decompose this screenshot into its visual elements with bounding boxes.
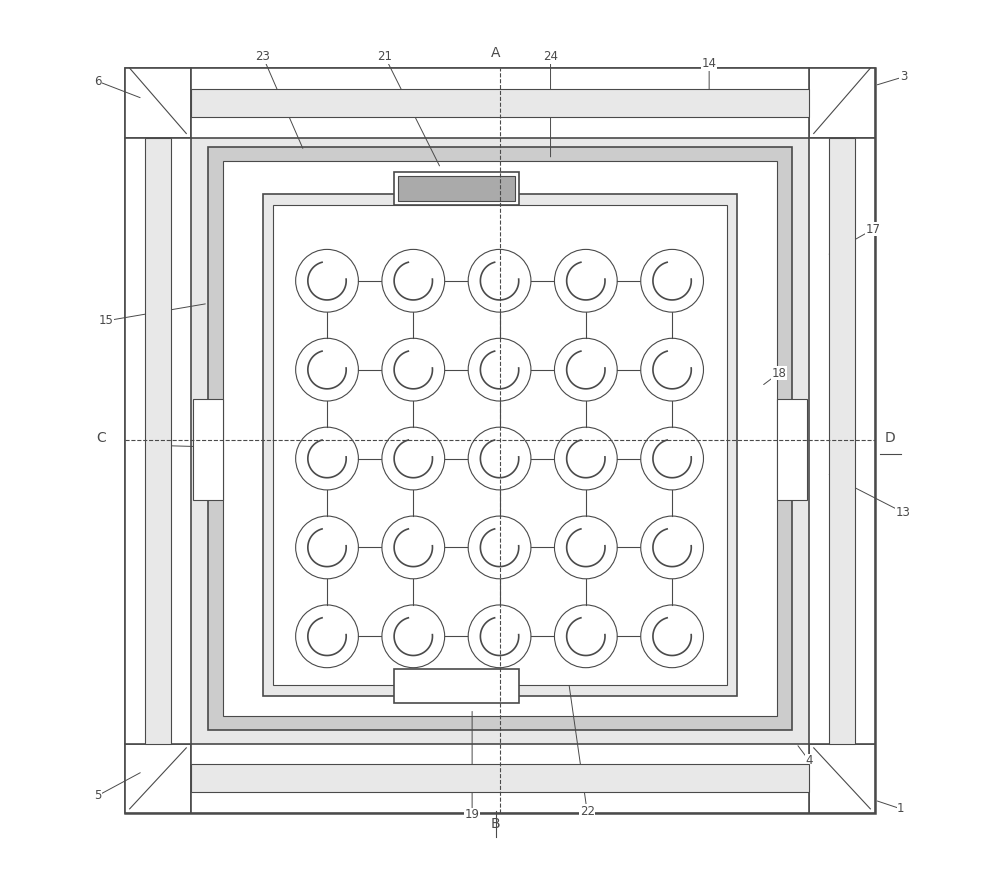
Bar <box>777 399 807 500</box>
Text: 23: 23 <box>256 50 270 63</box>
Bar <box>829 138 855 744</box>
Text: C: C <box>96 431 106 446</box>
Bar <box>394 172 519 205</box>
Bar <box>145 138 171 744</box>
Bar <box>191 744 809 813</box>
Bar <box>809 138 875 744</box>
Bar <box>263 195 737 695</box>
Bar <box>398 176 515 201</box>
Circle shape <box>382 339 445 401</box>
Circle shape <box>296 605 358 667</box>
Text: 3: 3 <box>900 70 907 83</box>
Circle shape <box>554 427 617 490</box>
Circle shape <box>468 516 531 579</box>
Text: 24: 24 <box>543 50 558 63</box>
Text: 18: 18 <box>771 367 786 380</box>
Circle shape <box>468 339 531 401</box>
Text: 22: 22 <box>580 805 595 818</box>
Bar <box>125 138 191 744</box>
Circle shape <box>296 516 358 579</box>
Bar <box>125 68 191 138</box>
Circle shape <box>468 249 531 312</box>
Text: 1: 1 <box>897 802 905 816</box>
Text: B: B <box>491 816 500 831</box>
Circle shape <box>641 339 703 401</box>
Text: 13: 13 <box>896 506 911 519</box>
Bar <box>394 669 519 702</box>
Text: 20: 20 <box>151 439 166 452</box>
Circle shape <box>296 427 358 490</box>
Text: 15: 15 <box>99 314 114 327</box>
Circle shape <box>554 249 617 312</box>
Text: 14: 14 <box>702 57 717 70</box>
Bar <box>125 68 875 813</box>
Bar <box>208 146 792 731</box>
Circle shape <box>554 605 617 667</box>
Text: 4: 4 <box>806 754 813 767</box>
Bar <box>223 161 777 716</box>
Circle shape <box>641 516 703 579</box>
Text: A: A <box>491 46 500 61</box>
Bar <box>191 89 809 117</box>
Text: 6: 6 <box>94 75 101 88</box>
Circle shape <box>468 605 531 667</box>
Circle shape <box>296 249 358 312</box>
Bar <box>191 765 809 792</box>
Circle shape <box>382 427 445 490</box>
Circle shape <box>641 249 703 312</box>
Circle shape <box>641 605 703 667</box>
Circle shape <box>296 339 358 401</box>
Text: D: D <box>885 431 896 446</box>
Text: 5: 5 <box>94 789 101 802</box>
Bar <box>809 68 875 138</box>
Circle shape <box>382 249 445 312</box>
Text: 19: 19 <box>465 809 480 822</box>
Bar <box>125 744 191 813</box>
Circle shape <box>382 605 445 667</box>
Bar <box>273 205 727 685</box>
Circle shape <box>554 339 617 401</box>
Text: 17: 17 <box>865 223 880 236</box>
Circle shape <box>382 516 445 579</box>
Bar <box>809 744 875 813</box>
Bar <box>193 399 223 500</box>
Bar <box>191 68 809 138</box>
Circle shape <box>554 516 617 579</box>
Circle shape <box>468 427 531 490</box>
Text: 21: 21 <box>377 50 392 63</box>
Circle shape <box>641 427 703 490</box>
